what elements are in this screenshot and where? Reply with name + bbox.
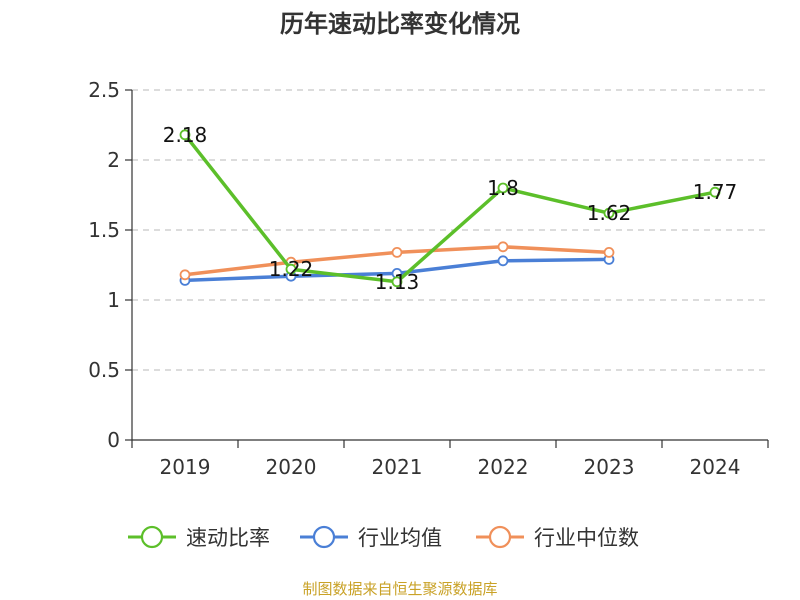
legend-marker [140,525,164,549]
series-group [179,129,721,288]
legend-marker [312,525,336,549]
y-tick-label: 2.5 [88,78,120,102]
x-tick-label: 2020 [266,455,317,479]
chart-title: 历年速动比率变化情况 [280,10,520,38]
gridlines [132,89,768,371]
legend-label: 速动比率 [186,526,270,550]
legend-item[interactable]: 速动比率 [128,525,270,550]
data-label: 2.18 [163,123,208,147]
data-label: 1.8 [487,176,519,200]
x-tick-label: 2021 [372,455,423,479]
legend-item[interactable]: 行业均值 [300,525,442,550]
series-line [183,133,717,284]
data-point [603,246,615,258]
legend-item[interactable]: 行业中位数 [476,525,639,550]
legend-label: 行业中位数 [534,526,639,550]
legend-marker [488,525,512,549]
data-point [391,246,403,258]
data-label: 1.77 [693,180,738,204]
axes: 0 0.5 1 1.5 2 2.5 2019 2020 2021 2022 2023 2024 [88,78,769,479]
y-tick-label: 2 [107,148,120,172]
data-labels: 2.18 1.22 1.13 1.8 1.62 1.77 [163,123,738,294]
y-tick-label: 1.5 [88,218,120,242]
source-note: 制图数据来自恒生聚源数据库 [302,580,497,598]
data-point [285,263,297,275]
x-tick-label: 2022 [478,455,529,479]
data-point [391,276,403,288]
x-tick-label: 2019 [160,455,211,479]
y-tick-label: 0.5 [88,358,120,382]
y-tick-label: 1 [107,288,120,312]
data-label: 1.13 [375,270,420,294]
data-point [497,241,509,253]
y-tick-label: 0 [107,428,120,452]
data-label: 1.62 [587,201,632,225]
data-point [179,269,191,281]
data-label: 1.22 [269,257,314,281]
data-point [497,255,509,267]
legend-label: 行业均值 [358,526,442,550]
legend: 速动比率 行业均值 行业中位数 [128,525,639,550]
x-tick-label: 2023 [584,455,635,479]
data-point [709,186,721,198]
x-tick-label: 2024 [690,455,741,479]
data-point [603,207,615,219]
data-point [179,129,191,141]
data-point [497,182,509,194]
